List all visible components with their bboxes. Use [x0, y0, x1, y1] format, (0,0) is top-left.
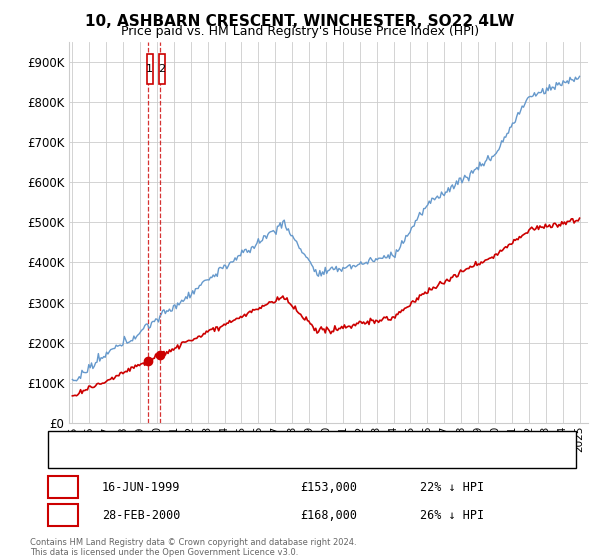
Text: 16-JUN-1999: 16-JUN-1999	[102, 480, 181, 494]
Text: Contains HM Land Registry data © Crown copyright and database right 2024.
This d: Contains HM Land Registry data © Crown c…	[30, 538, 356, 557]
Text: 1: 1	[59, 480, 67, 494]
Text: £153,000: £153,000	[300, 480, 357, 494]
Text: £168,000: £168,000	[300, 508, 357, 522]
Text: 1: 1	[146, 64, 154, 74]
Text: 10, ASHBARN CRESCENT, WINCHESTER, SO22 4LW (detached house): 10, ASHBARN CRESCENT, WINCHESTER, SO22 4…	[93, 436, 452, 446]
Text: 10, ASHBARN CRESCENT, WINCHESTER, SO22 4LW: 10, ASHBARN CRESCENT, WINCHESTER, SO22 4…	[85, 14, 515, 29]
FancyBboxPatch shape	[159, 54, 165, 84]
Text: 2: 2	[59, 508, 67, 522]
Text: 22% ↓ HPI: 22% ↓ HPI	[420, 480, 484, 494]
Text: HPI: Average price, detached house, Winchester: HPI: Average price, detached house, Winc…	[93, 452, 344, 463]
Text: 28-FEB-2000: 28-FEB-2000	[102, 508, 181, 522]
Text: Price paid vs. HM Land Registry's House Price Index (HPI): Price paid vs. HM Land Registry's House …	[121, 25, 479, 38]
Text: 26% ↓ HPI: 26% ↓ HPI	[420, 508, 484, 522]
FancyBboxPatch shape	[147, 54, 153, 84]
Text: 2: 2	[158, 64, 166, 74]
